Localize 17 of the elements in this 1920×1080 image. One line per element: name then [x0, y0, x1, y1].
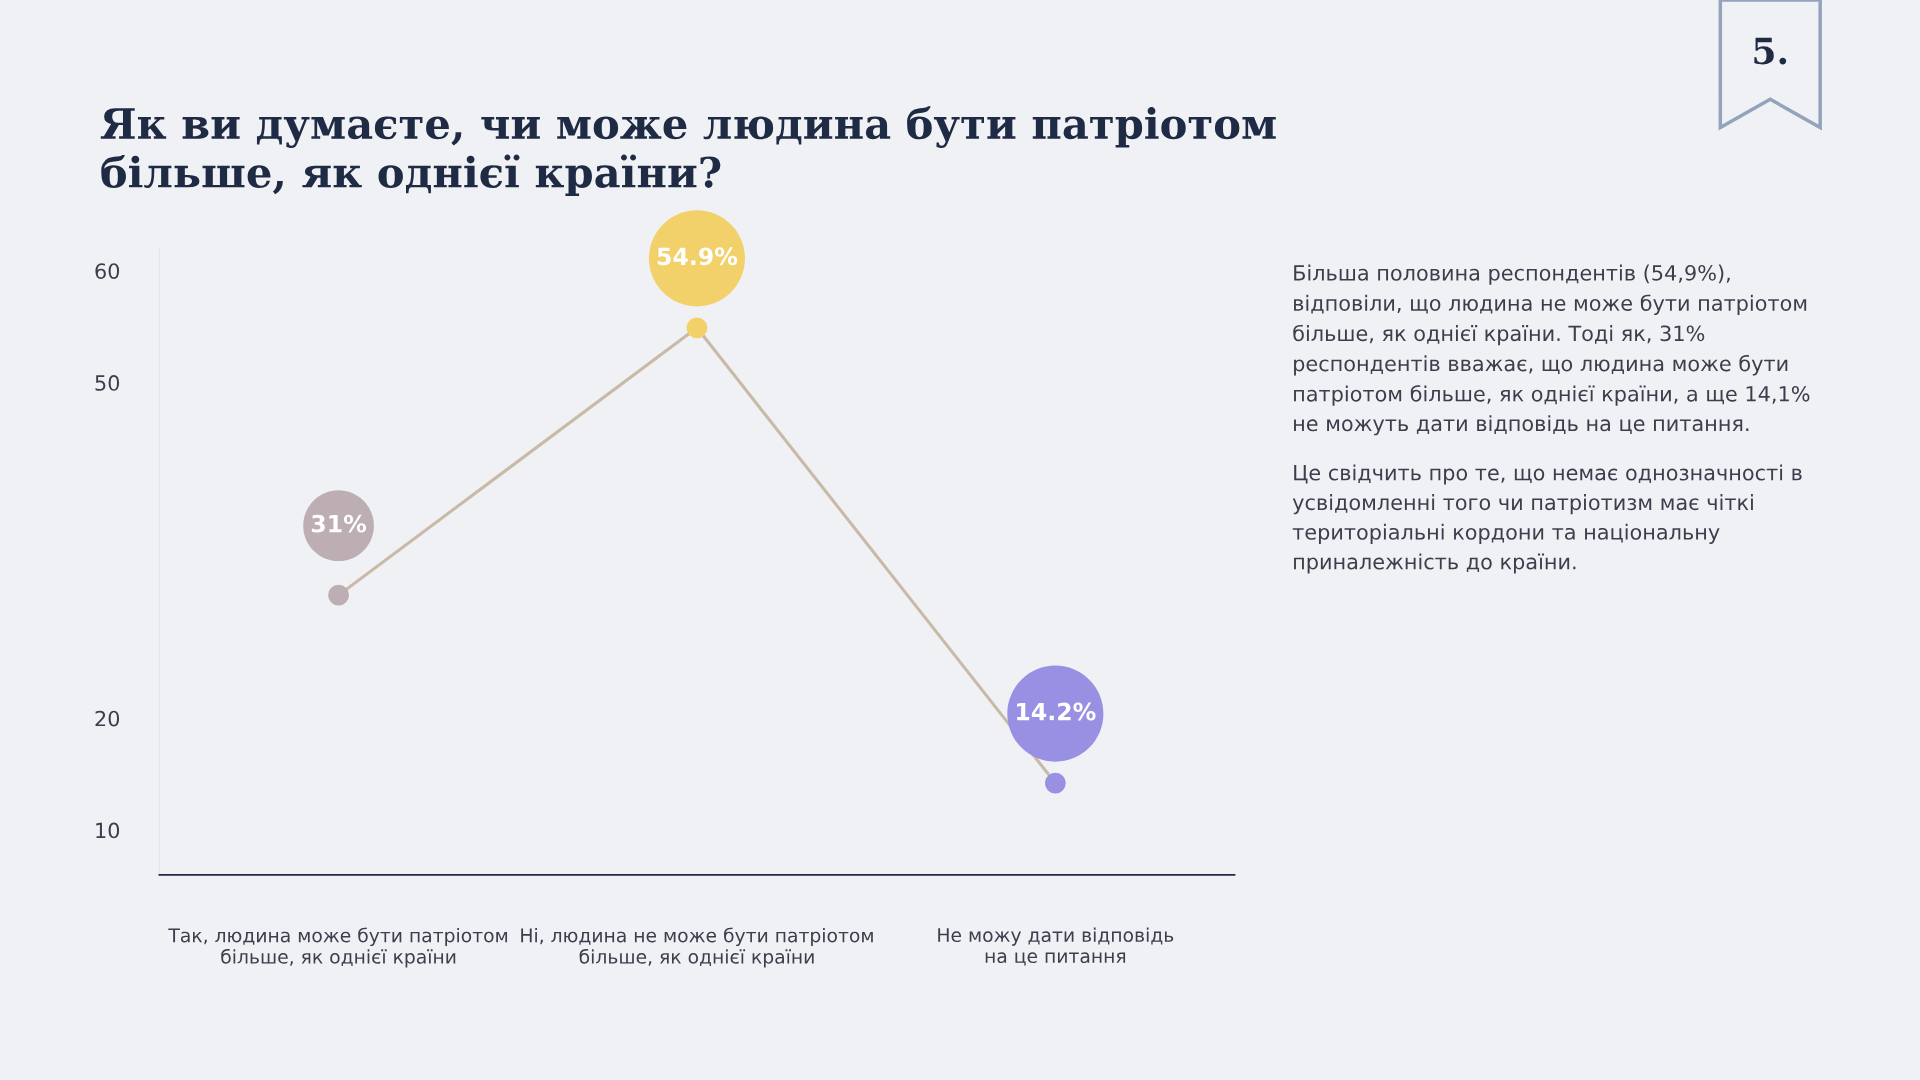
text: Більша половина респондентів (54,9%), відповіли, що людина не може бути патріотом більше, як однієї країни. Тоді як, 31% респондентів вважає, що людина може бути патріотом більше, як однієї країни, а ще 14,1% не можуть дати відповідь на це питання. [1293, 264, 1810, 436]
data-label: 31% [311, 514, 367, 533]
y-tick-label: 20 [95, 710, 120, 727]
point [328, 584, 349, 606]
data-label: 54.9% [657, 247, 738, 266]
point [686, 317, 708, 339]
data-label: 14.2% [1017, 702, 1096, 721]
chart-title: Як ви думаєте, чи може людина бути патріотом більше, як однієї країни? [100, 106, 1276, 197]
y-tick-label: 60 [95, 263, 120, 279]
x-tick-label: Ні, людина не може бути патріотом більше, як однієї країни [521, 927, 873, 968]
x-tick-label: Не можу дати відповідь на це питання [938, 927, 1174, 966]
point [1044, 772, 1066, 794]
text: 5. [1754, 37, 1787, 65]
y-tick-label: 50 [95, 375, 120, 391]
text: Це свідчить про те, що немає однозначності в усвідомленні того чи патріотизм має чіткі територіальні кордони та національну приналежність до країни. [1292, 464, 1802, 574]
x-tick-label: Так, людина може бути патріотом більше, як однієї країни [168, 927, 508, 968]
y-tick-label: 10 [96, 822, 120, 839]
